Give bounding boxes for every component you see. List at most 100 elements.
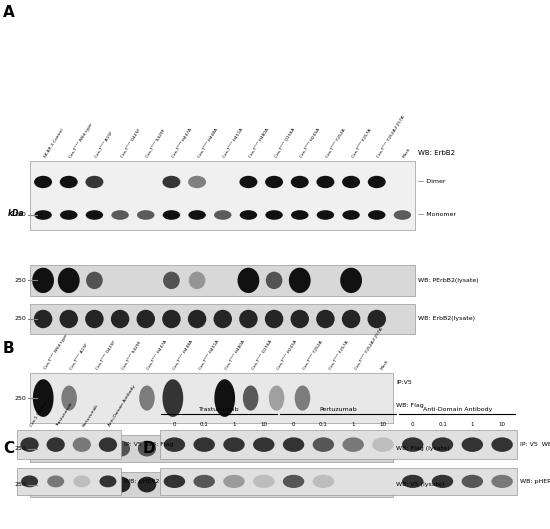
Ellipse shape (33, 379, 53, 417)
Ellipse shape (267, 441, 285, 457)
Ellipse shape (368, 176, 386, 188)
FancyBboxPatch shape (30, 304, 415, 334)
Ellipse shape (111, 210, 129, 220)
Ellipse shape (345, 441, 364, 457)
FancyBboxPatch shape (30, 373, 393, 423)
Ellipse shape (213, 310, 232, 328)
Text: IP:V5: IP:V5 (396, 380, 412, 386)
Ellipse shape (239, 176, 257, 188)
Ellipse shape (223, 437, 245, 452)
Ellipse shape (188, 176, 206, 188)
Ellipse shape (312, 437, 334, 452)
Ellipse shape (253, 475, 274, 488)
Text: Mock: Mock (380, 359, 389, 370)
Text: 250: 250 (14, 213, 26, 217)
Ellipse shape (265, 210, 283, 220)
Ellipse shape (189, 272, 206, 289)
FancyBboxPatch shape (160, 430, 517, 459)
Ellipse shape (266, 272, 283, 289)
Ellipse shape (343, 437, 364, 452)
Text: C: C (3, 441, 14, 455)
Ellipse shape (317, 210, 334, 220)
Ellipse shape (240, 210, 257, 220)
Text: WB: ErbB2(lysate): WB: ErbB2(lysate) (418, 316, 475, 322)
Ellipse shape (340, 268, 362, 293)
Text: IP: V5  WB: Flag: IP: V5 WB: Flag (520, 442, 550, 447)
Text: Cos-Tᵐᵉᵉ F257A: Cos-Tᵐᵉᵉ F257A (351, 128, 372, 159)
Text: 1: 1 (471, 423, 474, 427)
Ellipse shape (112, 477, 130, 492)
Text: — Dimer: — Dimer (418, 179, 446, 185)
Text: Mock: Mock (403, 147, 412, 159)
Text: Cos-Tᵐᵉᵉ Q156A: Cos-Tᵐᵉᵉ Q156A (251, 339, 272, 370)
Ellipse shape (243, 386, 258, 411)
Text: WB: V5 (lysate): WB: V5 (lysate) (396, 482, 444, 487)
Text: WB: Flag (lysate): WB: Flag (lysate) (396, 446, 449, 451)
Text: Anti-Domain Antibody: Anti-Domain Antibody (423, 407, 492, 412)
Ellipse shape (432, 437, 453, 452)
Text: Pertuzumab: Pertuzumab (82, 403, 99, 427)
Ellipse shape (312, 475, 334, 488)
Text: Cos-Tᵐᵉᵉ Y252A: Cos-Tᵐᵉᵉ Y252A (302, 340, 324, 370)
Text: 250: 250 (14, 316, 26, 322)
Ellipse shape (319, 477, 338, 492)
Text: 1: 1 (351, 423, 355, 427)
Text: Cos-Tᵐᵉᵉ Y252A,F257A: Cos-Tᵐᵉᵉ Y252A,F257A (377, 115, 406, 159)
Ellipse shape (291, 210, 309, 220)
Ellipse shape (60, 176, 78, 188)
Text: 0.1: 0.1 (200, 423, 208, 427)
Text: Cos-1 Control: Cos-1 Control (30, 400, 48, 427)
Ellipse shape (58, 268, 80, 293)
Text: WB: pHER2: WB: pHER2 (124, 479, 159, 484)
Ellipse shape (289, 268, 311, 293)
Text: 250: 250 (14, 278, 26, 283)
Ellipse shape (342, 310, 360, 328)
Ellipse shape (394, 210, 411, 220)
Ellipse shape (34, 210, 52, 220)
Ellipse shape (223, 475, 245, 488)
Text: Cos-Tᵐᵉᵉ H245A: Cos-Tᵐᵉᵉ H245A (300, 127, 321, 159)
Text: Cos-Tᵐᵉᵉ S429F: Cos-Tᵐᵉᵉ S429F (121, 340, 142, 370)
Ellipse shape (162, 379, 183, 417)
Ellipse shape (73, 476, 90, 487)
Text: 10: 10 (260, 423, 267, 427)
Text: D: D (143, 441, 156, 455)
Text: Cos-Tᵐᵉᵉ H480A: Cos-Tᵐᵉᵉ H480A (249, 127, 270, 159)
Ellipse shape (189, 477, 208, 492)
Ellipse shape (112, 441, 130, 457)
Text: WB: ErbB2: WB: ErbB2 (418, 150, 455, 156)
Ellipse shape (216, 441, 234, 457)
Text: — Monomer: — Monomer (418, 213, 456, 217)
Text: Cos-Tᵐᵉᵉ A15F: Cos-Tᵐᵉᵉ A15F (95, 131, 114, 159)
Text: 0.1: 0.1 (319, 423, 328, 427)
Ellipse shape (136, 310, 155, 328)
Ellipse shape (34, 176, 52, 188)
FancyBboxPatch shape (30, 435, 393, 462)
Ellipse shape (293, 477, 312, 492)
Ellipse shape (291, 176, 309, 188)
Ellipse shape (461, 475, 483, 488)
Ellipse shape (34, 477, 53, 492)
Text: 250: 250 (14, 396, 26, 400)
Ellipse shape (163, 210, 180, 220)
Text: Pertuzumab: Pertuzumab (320, 407, 357, 412)
Ellipse shape (367, 310, 386, 328)
Ellipse shape (241, 477, 260, 492)
Ellipse shape (62, 386, 77, 411)
Ellipse shape (86, 210, 103, 220)
Ellipse shape (86, 272, 103, 289)
Ellipse shape (138, 477, 156, 492)
Ellipse shape (294, 441, 312, 457)
Ellipse shape (73, 437, 91, 452)
Ellipse shape (162, 310, 180, 328)
Ellipse shape (214, 379, 235, 417)
FancyBboxPatch shape (16, 430, 121, 459)
Ellipse shape (162, 176, 180, 188)
Ellipse shape (269, 386, 284, 411)
Text: Anti-Domain Antibody: Anti-Domain Antibody (108, 385, 137, 427)
Ellipse shape (60, 441, 78, 457)
Text: WB: PErbB2(lysate): WB: PErbB2(lysate) (418, 278, 478, 283)
Ellipse shape (214, 210, 232, 220)
Text: Cos-Tᵐᵉᵉ H448A: Cos-Tᵐᵉᵉ H448A (197, 127, 218, 159)
Text: Cos-Tᵐᵉᵉ Wild-type: Cos-Tᵐᵉᵉ Wild-type (69, 122, 94, 159)
